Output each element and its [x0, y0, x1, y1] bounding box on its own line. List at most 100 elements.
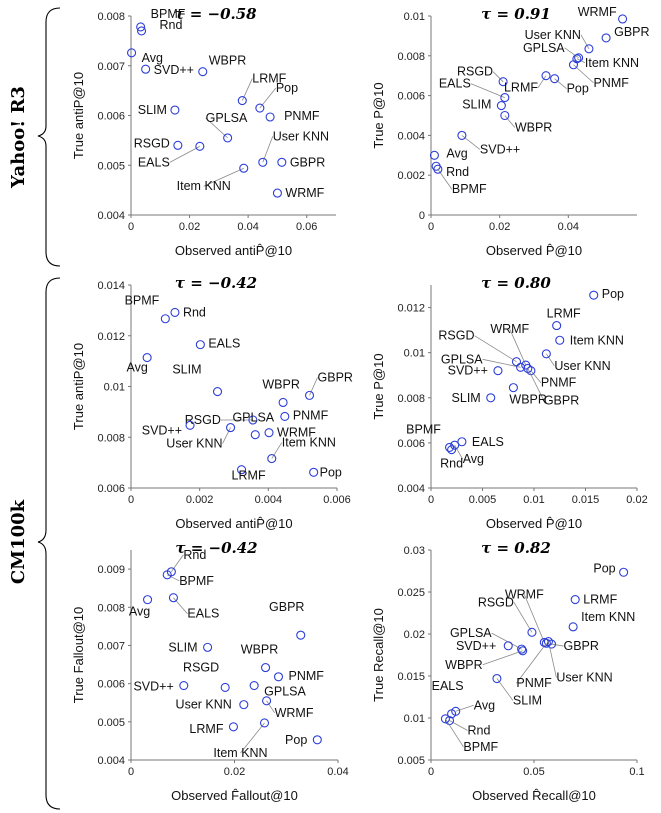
data-point: [273, 672, 284, 682]
point-label: BPMF: [406, 422, 441, 436]
data-point: [249, 680, 259, 691]
x-tick-label: 0.04: [327, 766, 348, 778]
leader-line: [537, 75, 547, 88]
leader-line: [523, 594, 545, 643]
point-label: BPMF: [452, 182, 487, 196]
leader-line: [530, 370, 542, 383]
leader-line: [470, 83, 505, 98]
data-point: [141, 64, 151, 74]
point-label: User KNN: [273, 129, 329, 143]
leader-line: [548, 641, 557, 678]
point-label: WRMF: [490, 322, 529, 336]
point-label: PNMF: [516, 676, 552, 690]
data-point: [212, 387, 223, 397]
x-tick-label: 0: [428, 766, 434, 778]
leader-line: [554, 78, 567, 89]
point-label: GBPR: [544, 393, 579, 407]
data-point: [127, 48, 137, 58]
point-label: Item KNN: [213, 746, 267, 760]
point-label: RSGD: [457, 65, 493, 79]
data-point: [584, 44, 594, 54]
y-tick-label: 0.01: [404, 713, 425, 725]
data-point: [447, 445, 457, 455]
scatter-panel-2: 0 0.02 0.04 0 0.002 0.004 0.006 0.008 0.01 Observ…: [371, 3, 650, 258]
point-label: EALS: [432, 679, 464, 693]
data-point: [173, 140, 183, 150]
leader-line: [504, 115, 516, 128]
data-point: [498, 77, 508, 87]
data-point: [508, 383, 518, 393]
y-tick-label: 0.008: [397, 51, 425, 63]
data-point: [220, 682, 230, 693]
point-label: GBPR: [290, 155, 325, 169]
y-tick-label: 0.004: [97, 755, 125, 767]
leader-line: [491, 632, 522, 650]
y-tick-label: 0.006: [397, 438, 425, 450]
point-label: PNMF: [541, 376, 577, 390]
point-label: LRMF: [232, 469, 266, 483]
x-axis-label: Observed P̂@10: [486, 243, 582, 258]
point-label: Item KNN: [282, 436, 336, 450]
data-point: [162, 570, 172, 580]
y-tick-label: 0.007: [97, 640, 125, 652]
leader-line: [169, 145, 201, 163]
scatter-panel-3: 0 0.002 0.004 0.006 0.006 0.008 0.01 0.012 0.014…: [71, 272, 353, 531]
point-label: Item KNN: [177, 179, 231, 193]
point-label: Item KNN: [581, 610, 635, 624]
point-label: Rnd: [468, 724, 491, 738]
data-point: [259, 718, 270, 728]
y-axis-label: True Fallout@10: [71, 607, 86, 704]
point-label: Avg: [463, 452, 484, 466]
point-label: SVD++: [480, 142, 520, 156]
point-label: EALS: [439, 77, 471, 91]
point-label: Avg: [129, 605, 150, 619]
data-point: [272, 188, 282, 198]
data-point: [492, 673, 502, 684]
data-point: [440, 714, 450, 724]
point-label: SVD++: [142, 423, 182, 437]
leader-line: [240, 722, 265, 754]
point-label: RSGD: [134, 136, 170, 150]
leader-line: [482, 650, 523, 666]
point-label: EALS: [472, 435, 504, 449]
point-label: User KNN: [554, 359, 610, 373]
data-point: [260, 663, 271, 673]
scatter-panel-4: 0 0.005 0.01 0.015 0.02 0.004 0.006 0.008 0.01 0.…: [371, 272, 648, 531]
point-label: LRMF: [252, 72, 286, 86]
tau-background: [158, 272, 274, 292]
data-point: [457, 437, 467, 447]
leader-line: [482, 358, 521, 368]
leader-line: [455, 704, 474, 712]
data-point: [523, 363, 533, 374]
data-point: [500, 93, 510, 103]
point-label: WRMF: [578, 5, 617, 19]
x-tick-label: 0.05: [523, 766, 544, 778]
point-label: Rnd: [183, 305, 206, 319]
leader-line: [167, 574, 180, 582]
x-tick-label: 0: [128, 766, 134, 778]
x-tick-label: 0.002: [186, 494, 214, 506]
leader-line: [454, 444, 464, 460]
tau-background: [157, 3, 274, 23]
data-point: [179, 680, 189, 691]
scatter-panel-1: 0 0.02 0.04 0.06 0.004 0.005 0.006 0.007 0.008 Ob…: [71, 3, 336, 258]
point-label: RSGD: [438, 329, 474, 343]
x-tick-label: 0.02: [626, 494, 647, 506]
point-label: Rnd: [183, 548, 206, 562]
data-point: [304, 390, 315, 400]
data-point: [570, 595, 580, 605]
data-point: [518, 646, 528, 656]
point-label: LRMF: [583, 593, 617, 607]
point-label: PNMF: [284, 109, 320, 123]
data-point: [280, 411, 290, 421]
point-label: SLIM: [462, 98, 491, 112]
data-point: [450, 440, 460, 450]
y-axis-label: True P@10: [371, 353, 386, 419]
point-label: PNMF: [288, 669, 324, 683]
y-axis-label: True Recall@10: [371, 608, 386, 702]
data-point: [250, 430, 260, 440]
x-tick-label: 0.04: [558, 221, 579, 233]
x-axis-label: Observed R̂ecall@10: [472, 788, 596, 803]
leader-line: [222, 427, 231, 444]
